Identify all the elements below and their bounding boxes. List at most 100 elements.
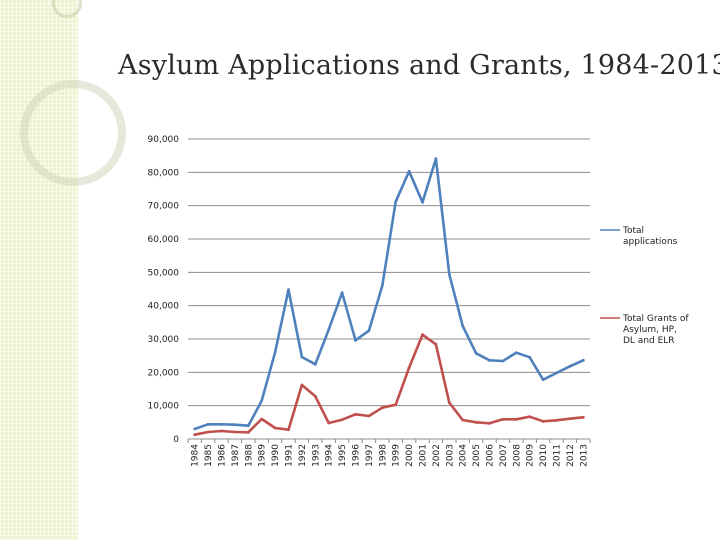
data-point	[407, 169, 411, 173]
data-point	[193, 433, 197, 437]
data-point	[260, 417, 264, 421]
x-tick-label: 2005	[472, 444, 482, 467]
data-point	[488, 421, 491, 425]
data-point	[300, 355, 304, 359]
data-point	[488, 358, 491, 362]
data-point	[501, 359, 505, 363]
x-tick-label: 1987	[231, 444, 241, 467]
decorative-ring	[20, 80, 126, 186]
data-point	[273, 426, 277, 430]
data-point	[380, 284, 384, 288]
x-tick-label: 1995	[338, 444, 348, 467]
y-tick-label: 30,000	[148, 335, 180, 345]
data-point	[327, 328, 331, 332]
x-tick-label: 2007	[499, 444, 509, 467]
data-point	[193, 427, 197, 431]
x-tick-label: 2006	[486, 444, 496, 467]
x-tick-label: 2010	[539, 444, 549, 467]
data-point	[206, 422, 210, 426]
legend-label-2: Total Grants of Asylum, HP, DL and ELR	[622, 314, 689, 346]
data-point	[273, 350, 277, 354]
data-point	[447, 272, 451, 276]
data-point	[327, 421, 331, 425]
x-tick-label: 2002	[432, 444, 442, 467]
x-tick-label: 1994	[325, 444, 335, 467]
x-tick-label: 1992	[298, 444, 308, 467]
data-point	[340, 418, 344, 422]
data-point	[313, 362, 317, 366]
y-tick-label: 20,000	[148, 368, 180, 378]
data-point	[501, 417, 505, 421]
data-point	[407, 366, 411, 370]
page-title: Asylum Applications and Grants, 1984-201…	[118, 50, 720, 81]
data-point	[206, 430, 210, 434]
x-tick-label: 2013	[579, 444, 589, 467]
data-point	[528, 415, 532, 419]
data-point	[474, 351, 478, 355]
data-point	[434, 157, 438, 161]
x-tick-label: 1998	[378, 444, 388, 467]
data-point	[528, 355, 532, 359]
x-tick-label: 1985	[204, 444, 214, 467]
data-point	[287, 428, 290, 432]
x-tick-label: 1984	[191, 444, 201, 467]
data-point	[581, 415, 585, 419]
y-tick-label: 70,000	[148, 202, 180, 212]
y-tick-label: 50,000	[148, 268, 180, 278]
data-point	[541, 378, 545, 382]
data-point	[233, 423, 237, 427]
data-point	[421, 333, 424, 337]
data-point	[354, 412, 357, 416]
data-point	[233, 430, 237, 434]
x-tick-label: 1990	[271, 444, 281, 467]
data-point	[514, 351, 518, 355]
data-point	[367, 329, 371, 333]
y-tick-label: 60,000	[148, 235, 180, 245]
x-tick-label: 1993	[311, 444, 321, 467]
x-tick-label: 1996	[352, 444, 362, 467]
data-point	[354, 338, 357, 342]
data-point	[474, 420, 478, 424]
x-tick-label: 2004	[459, 444, 469, 467]
data-point	[514, 417, 518, 421]
data-point	[421, 200, 424, 204]
decorative-ring-small	[52, 0, 82, 18]
x-tick-label: 2009	[526, 444, 536, 467]
data-point	[340, 291, 344, 295]
x-tick-label: 1991	[285, 444, 295, 467]
data-point	[461, 418, 465, 422]
y-tick-label: 0	[173, 435, 179, 445]
data-point	[447, 401, 451, 405]
series-line-1	[194, 157, 584, 431]
legend-label-1: Total applications	[622, 226, 678, 247]
x-tick-label: 1986	[218, 444, 228, 467]
x-tick-label: 2000	[405, 444, 415, 467]
data-point	[300, 383, 304, 387]
x-tick-label: 1988	[244, 444, 254, 467]
x-tick-label: 2003	[445, 444, 455, 467]
x-tick-label: 1989	[258, 444, 268, 467]
data-point	[394, 403, 398, 407]
data-point	[220, 422, 223, 426]
data-point	[380, 406, 384, 410]
data-point	[434, 342, 438, 346]
data-point	[260, 399, 264, 403]
data-point	[568, 364, 572, 368]
data-point	[555, 418, 558, 422]
data-point	[555, 371, 558, 375]
data-point	[541, 419, 545, 423]
data-point	[568, 417, 572, 421]
x-tick-label: 1999	[392, 444, 402, 467]
data-point	[246, 430, 250, 434]
data-point	[220, 429, 223, 433]
data-point	[287, 288, 290, 292]
series-line-2	[194, 333, 584, 436]
data-point	[581, 358, 585, 362]
x-tick-label: 2012	[566, 444, 576, 467]
data-point	[367, 414, 371, 418]
y-tick-label: 40,000	[148, 302, 180, 312]
x-tick-label: 2011	[553, 444, 563, 467]
data-point	[461, 324, 465, 328]
data-point	[246, 424, 250, 428]
y-tick-label: 10,000	[148, 402, 180, 412]
